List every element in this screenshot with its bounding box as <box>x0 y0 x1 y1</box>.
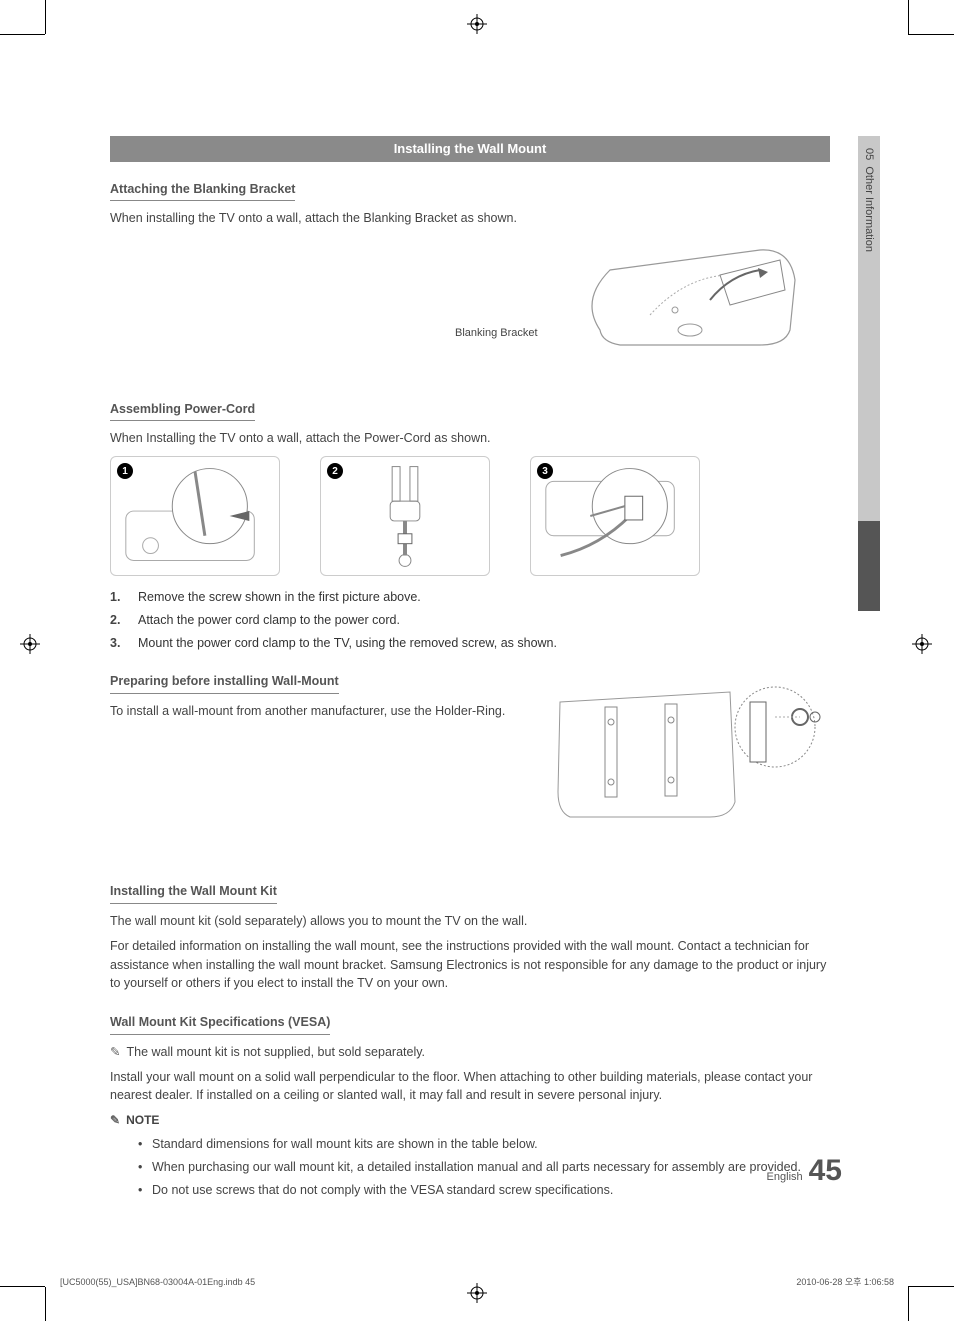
registration-mark-icon <box>467 14 487 34</box>
step-badge: 3 <box>537 463 553 479</box>
section-power-cord: Assembling Power-Cord When Installing th… <box>110 400 830 653</box>
heading-preparing: Preparing before installing Wall-Mount <box>110 672 339 694</box>
list-item: 1. Remove the screw shown in the first pi… <box>110 588 830 607</box>
list-item: Standard dimensions for wall mount kits … <box>138 1135 830 1154</box>
text-preparing: To install a wall-mount from another man… <box>110 702 540 721</box>
ordered-list: 1. Remove the screw shown in the first pi… <box>110 588 830 652</box>
figure-placeholder <box>560 220 830 370</box>
figure-placeholder <box>550 672 830 832</box>
list-text: Mount the power cord clamp to the TV, us… <box>138 634 557 653</box>
section-title-bar: Installing the Wall Mount <box>110 136 830 162</box>
figure-row: 1 2 <box>110 456 830 576</box>
heading-blanking-bracket: Attaching the Blanking Bracket <box>110 180 295 202</box>
step-badge: 2 <box>327 463 343 479</box>
figure-step-2: 2 <box>320 456 490 576</box>
chapter-title: Other Information <box>863 166 875 252</box>
chapter-tab-label: 05 Other Information <box>861 148 878 252</box>
list-item: When purchasing our wall mount kit, a de… <box>138 1158 830 1177</box>
text-wmk-1: The wall mount kit (sold separately) all… <box>110 912 830 931</box>
footer-filename: [UC5000(55)_USA]BN68-03004A-01Eng.indb 4… <box>60 1276 255 1290</box>
figure-step-1: 1 <box>110 456 280 576</box>
note-text: The wall mount kit is not supplied, but … <box>126 1045 425 1059</box>
figure-label: Blanking Bracket <box>455 325 538 342</box>
section-preparing: Preparing before installing Wall-Mount T… <box>110 672 830 862</box>
list-item: 3. Mount the power cord clamp to the TV, … <box>110 634 830 653</box>
figure-step-3: 3 <box>530 456 700 576</box>
footer-timestamp: 2010-06-28 오후 1:06:58 <box>796 1276 894 1290</box>
note-heading: NOTE <box>110 1111 830 1129</box>
text-vesa: Install your wall mount on a solid wall … <box>110 1068 830 1106</box>
crop-mark <box>0 1286 45 1287</box>
crop-mark <box>0 34 45 35</box>
heading-power-cord: Assembling Power-Cord <box>110 400 255 422</box>
section-vesa: Wall Mount Kit Specifications (VESA) The… <box>110 1013 830 1199</box>
crop-mark <box>45 1287 46 1321</box>
note-line: The wall mount kit is not supplied, but … <box>110 1043 830 1062</box>
figure-blanking-bracket: Blanking Bracket <box>560 220 830 370</box>
section-blanking-bracket: Attaching the Blanking Bracket When inst… <box>110 180 830 380</box>
print-footer: [UC5000(55)_USA]BN68-03004A-01Eng.indb 4… <box>60 1276 894 1290</box>
list-item: Do not use screws that do not comply wit… <box>138 1181 830 1200</box>
page-content: Installing the Wall Mount Attaching the … <box>110 136 830 1219</box>
text-power-cord: When Installing the TV onto a wall, atta… <box>110 429 830 448</box>
crop-mark <box>908 1287 909 1321</box>
heading-vesa: Wall Mount Kit Specifications (VESA) <box>110 1013 330 1035</box>
list-number: 1. <box>110 588 128 607</box>
text-wmk-2: For detailed information on installing t… <box>110 937 830 993</box>
note-heading-text: NOTE <box>126 1113 159 1127</box>
page-number-area: English 45 <box>767 1148 842 1193</box>
step-badge: 1 <box>117 463 133 479</box>
page-language: English <box>767 1169 803 1186</box>
figure-holder-ring <box>550 672 830 832</box>
list-number: 2. <box>110 611 128 630</box>
list-text: Attach the power cord clamp to the power… <box>138 611 400 630</box>
list-text: Remove the screw shown in the first pict… <box>138 588 421 607</box>
heading-wall-mount-kit: Installing the Wall Mount Kit <box>110 882 277 904</box>
page-number: 45 <box>809 1148 842 1193</box>
registration-mark-icon <box>20 634 40 654</box>
section-wall-mount-kit: Installing the Wall Mount Kit The wall m… <box>110 882 830 993</box>
registration-mark-icon <box>912 634 932 654</box>
crop-mark <box>908 0 909 34</box>
chapter-tab-accent <box>858 521 880 611</box>
crop-mark <box>45 0 46 34</box>
bullet-list: Standard dimensions for wall mount kits … <box>138 1135 830 1199</box>
crop-mark <box>908 34 954 35</box>
crop-mark <box>908 1286 954 1287</box>
chapter-number: 05 <box>863 148 875 160</box>
list-item: 2. Attach the power cord clamp to the pow… <box>110 611 830 630</box>
list-number: 3. <box>110 634 128 653</box>
